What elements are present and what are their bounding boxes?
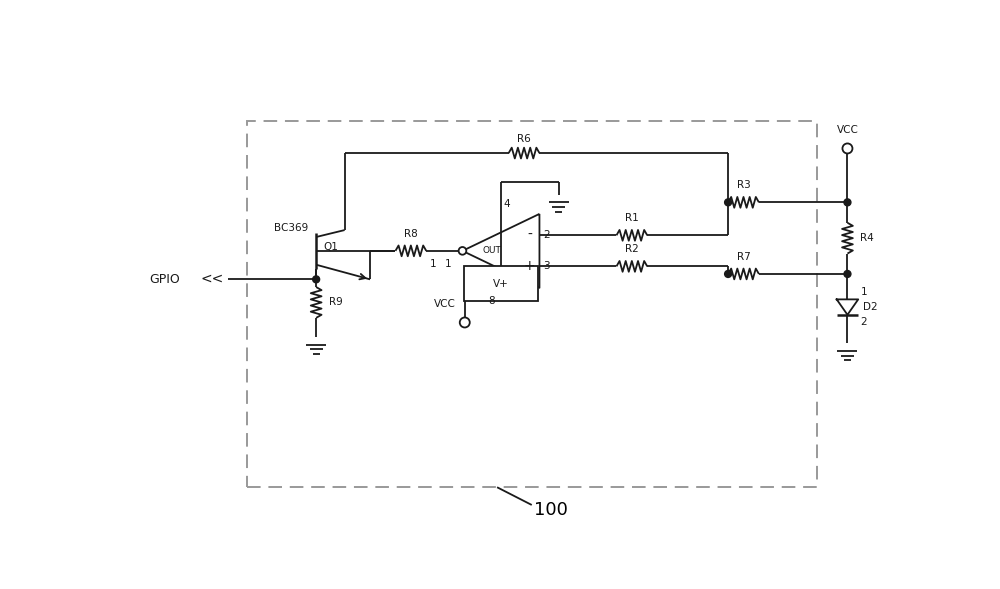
Text: Q1: Q1 xyxy=(324,242,339,252)
Text: OUT: OUT xyxy=(482,246,501,256)
Text: R6: R6 xyxy=(517,134,531,144)
Text: 1: 1 xyxy=(861,287,867,297)
Text: -: - xyxy=(527,227,532,241)
Text: R7: R7 xyxy=(737,252,750,262)
Text: 1: 1 xyxy=(445,259,452,269)
Text: R2: R2 xyxy=(625,244,639,254)
Text: D2: D2 xyxy=(863,302,877,312)
Text: 4: 4 xyxy=(504,198,510,209)
Text: R4: R4 xyxy=(860,233,874,243)
Text: BC369: BC369 xyxy=(274,223,308,233)
Text: 2: 2 xyxy=(861,317,867,327)
Circle shape xyxy=(844,199,851,206)
Text: VCC: VCC xyxy=(837,125,858,135)
Text: 8: 8 xyxy=(488,296,495,306)
Text: R8: R8 xyxy=(404,229,418,239)
Text: +: + xyxy=(524,259,535,273)
Text: <<: << xyxy=(201,272,224,286)
Text: 100: 100 xyxy=(534,501,568,519)
Circle shape xyxy=(842,144,852,154)
Text: 2: 2 xyxy=(543,230,550,240)
Text: 3: 3 xyxy=(543,262,550,272)
Circle shape xyxy=(313,276,320,283)
FancyBboxPatch shape xyxy=(464,266,538,301)
Text: R1: R1 xyxy=(625,213,639,223)
Text: R9: R9 xyxy=(329,297,343,307)
Circle shape xyxy=(460,317,470,327)
Circle shape xyxy=(844,270,851,277)
Text: GPIO: GPIO xyxy=(149,273,180,286)
Text: V+: V+ xyxy=(493,279,509,289)
Text: R3: R3 xyxy=(737,180,750,190)
Circle shape xyxy=(725,270,732,277)
Text: 1: 1 xyxy=(430,259,437,269)
Circle shape xyxy=(459,247,466,254)
Text: VCC: VCC xyxy=(434,299,456,309)
Circle shape xyxy=(725,199,732,206)
